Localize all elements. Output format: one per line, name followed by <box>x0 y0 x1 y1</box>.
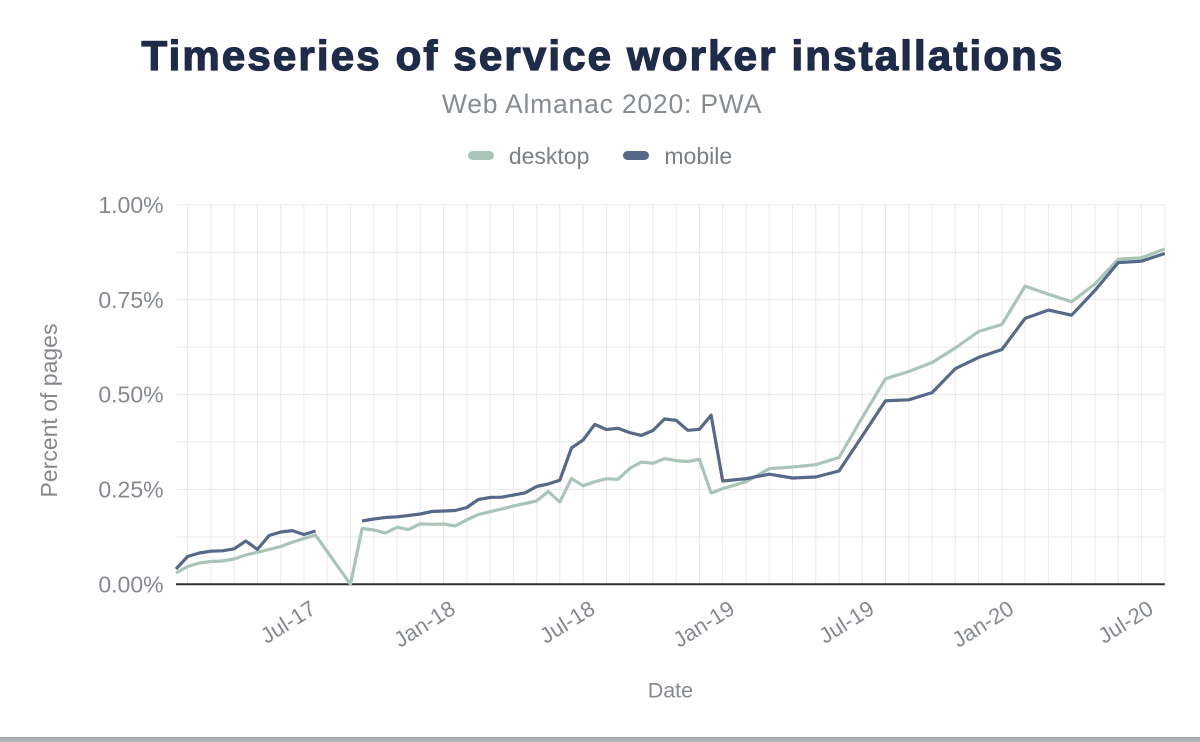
svg-text:1.00%: 1.00% <box>98 192 163 218</box>
svg-text:0.00%: 0.00% <box>98 572 163 598</box>
svg-text:Jul-18: Jul-18 <box>535 596 599 649</box>
svg-text:0.50%: 0.50% <box>98 382 163 408</box>
svg-text:Jul-19: Jul-19 <box>814 596 878 649</box>
svg-text:Jul-17: Jul-17 <box>256 596 320 649</box>
svg-text:0.75%: 0.75% <box>98 287 163 313</box>
svg-text:Jan-20: Jan-20 <box>948 596 1018 653</box>
svg-text:Date: Date <box>648 679 693 703</box>
svg-text:Percent of pages: Percent of pages <box>36 324 62 498</box>
svg-text:Jul-20: Jul-20 <box>1093 596 1157 649</box>
svg-text:0.25%: 0.25% <box>98 477 163 503</box>
svg-text:Jan-18: Jan-18 <box>389 596 459 653</box>
svg-text:Jan-19: Jan-19 <box>669 596 739 653</box>
